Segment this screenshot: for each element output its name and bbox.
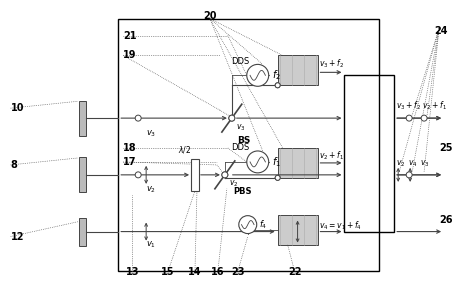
Text: 23: 23	[231, 267, 244, 277]
Text: $v_3$: $v_3$	[420, 158, 430, 169]
Circle shape	[275, 83, 280, 88]
Circle shape	[135, 172, 141, 178]
Text: 14: 14	[188, 267, 202, 277]
Text: $v_3$: $v_3$	[146, 128, 156, 139]
Circle shape	[247, 65, 269, 86]
Circle shape	[406, 172, 412, 178]
Text: $v_2$: $v_2$	[396, 158, 406, 169]
Text: $\lambda$/2: $\lambda$/2	[178, 144, 191, 155]
Circle shape	[247, 151, 269, 173]
Text: $v_2+f_1$: $v_2+f_1$	[319, 150, 345, 162]
Text: BS: BS	[237, 136, 250, 145]
Circle shape	[135, 115, 141, 121]
Bar	[278, 215, 318, 245]
Text: $v_3$: $v_3$	[236, 122, 245, 132]
Circle shape	[239, 216, 257, 234]
Circle shape	[275, 175, 280, 180]
Circle shape	[222, 172, 228, 178]
Circle shape	[222, 172, 228, 178]
Text: 20: 20	[203, 11, 217, 21]
Text: 15: 15	[161, 267, 175, 277]
Text: 17: 17	[123, 157, 137, 167]
Text: $v_3+f_2$: $v_3+f_2$	[319, 57, 345, 70]
Text: $f_2$: $f_2$	[271, 69, 281, 82]
Text: 10: 10	[11, 103, 24, 113]
Text: DDS: DDS	[231, 143, 249, 152]
Bar	[345, 75, 394, 232]
Circle shape	[275, 175, 280, 180]
Text: $v_4=v_1+f_4$: $v_4=v_1+f_4$	[319, 220, 362, 232]
Circle shape	[229, 115, 235, 121]
Text: 8: 8	[11, 160, 17, 170]
Text: $v_1$: $v_1$	[146, 240, 156, 250]
Text: 19: 19	[123, 50, 137, 60]
Text: $v_4$: $v_4$	[408, 158, 418, 169]
Text: 12: 12	[11, 232, 24, 242]
Text: 13: 13	[126, 267, 139, 277]
Text: $f_4$: $f_4$	[259, 218, 267, 231]
Text: $f_1$: $f_1$	[271, 155, 281, 169]
Circle shape	[406, 115, 412, 121]
Circle shape	[275, 83, 280, 88]
Text: DDS: DDS	[231, 57, 249, 66]
Text: $v_2$: $v_2$	[229, 179, 238, 189]
Text: 25: 25	[439, 143, 452, 153]
Bar	[278, 148, 318, 178]
Text: 16: 16	[211, 267, 225, 277]
Text: $v_2$: $v_2$	[146, 185, 156, 195]
Text: 21: 21	[123, 31, 137, 41]
Text: 18: 18	[123, 143, 137, 153]
Bar	[278, 55, 318, 85]
Text: $v_3+f_2$: $v_3+f_2$	[396, 100, 421, 112]
Bar	[79, 218, 86, 245]
Text: 26: 26	[439, 215, 452, 225]
Text: $v_2+f_1$: $v_2+f_1$	[422, 100, 447, 112]
Circle shape	[229, 115, 235, 121]
Circle shape	[421, 115, 427, 121]
Bar	[191, 159, 199, 191]
Bar	[118, 19, 379, 271]
Text: 22: 22	[288, 267, 301, 277]
Text: PBS: PBS	[233, 187, 251, 196]
Bar	[79, 101, 86, 136]
Text: 24: 24	[434, 26, 447, 35]
Bar	[79, 158, 86, 192]
